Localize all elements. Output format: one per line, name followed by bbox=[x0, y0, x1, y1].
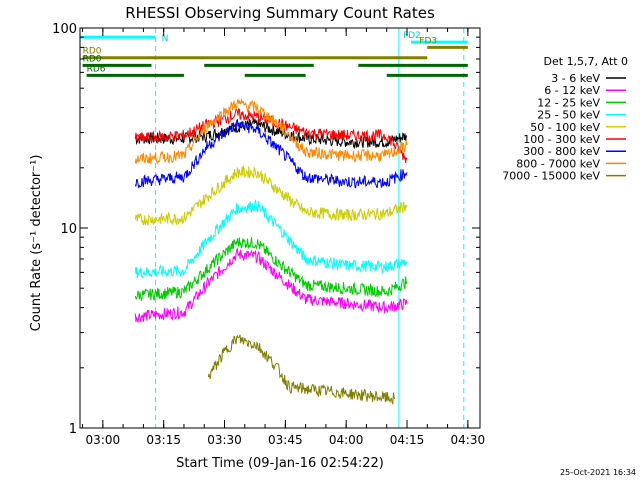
chart-title: RHESSI Observing Summary Count Rates bbox=[125, 4, 435, 22]
legend-label-8: 7000 - 15000 keV bbox=[502, 170, 600, 183]
y-tick-label-2: 100 bbox=[52, 22, 77, 37]
annotation-label-0: N bbox=[162, 34, 169, 44]
series-line-2 bbox=[134, 237, 408, 301]
legend-label-7: 800 - 7000 keV bbox=[516, 157, 600, 170]
x-tick-label-6: 04:30 bbox=[451, 433, 486, 447]
series-line-3 bbox=[134, 199, 408, 279]
series-line-8 bbox=[207, 334, 396, 405]
series-line-1 bbox=[134, 247, 408, 323]
annotation-label-1: FD2 bbox=[403, 31, 421, 41]
annotation-label-4: RD0 bbox=[83, 54, 102, 64]
legend-label-4: 50 - 100 keV bbox=[530, 121, 600, 134]
series-line-6 bbox=[134, 118, 408, 189]
x-tick-label-1: 03:15 bbox=[146, 433, 181, 447]
x-axis-label: Start Time (09-Jan-16 02:54:22) bbox=[176, 456, 384, 471]
y-tick-label-0: 1 bbox=[69, 422, 77, 437]
y-tick-label-1: 10 bbox=[60, 222, 77, 237]
legend-label-3: 25 - 50 keV bbox=[537, 109, 600, 122]
x-tick-label-3: 03:45 bbox=[268, 433, 303, 447]
annotation-label-2: FD3 bbox=[419, 36, 437, 46]
legend-label-0: 3 - 6 keV bbox=[551, 72, 600, 85]
series-line-4 bbox=[134, 164, 408, 226]
footer-timestamp: 25-Oct-2021 16:34 bbox=[560, 468, 636, 477]
legend-title: Det 1,5,7, Att 0 bbox=[544, 55, 628, 68]
x-tick-label-4: 04:00 bbox=[329, 433, 364, 447]
y-axis-label: Count Rate (s⁻¹ detector⁻¹) bbox=[29, 155, 44, 332]
annotation-label-5: RD6 bbox=[87, 64, 106, 74]
legend-label-5: 100 - 300 keV bbox=[523, 133, 600, 146]
legend-label-2: 12 - 25 keV bbox=[537, 96, 600, 109]
legend-label-6: 300 - 800 keV bbox=[523, 145, 600, 158]
legend-label-1: 6 - 12 keV bbox=[544, 84, 600, 97]
x-tick-label-0: 03:00 bbox=[86, 433, 121, 447]
x-tick-label-5: 04:15 bbox=[390, 433, 425, 447]
plot-frame bbox=[79, 27, 481, 429]
x-tick-label-2: 03:30 bbox=[207, 433, 242, 447]
annotation-label-3: RD0 bbox=[83, 47, 102, 57]
series-line-7 bbox=[134, 97, 408, 165]
